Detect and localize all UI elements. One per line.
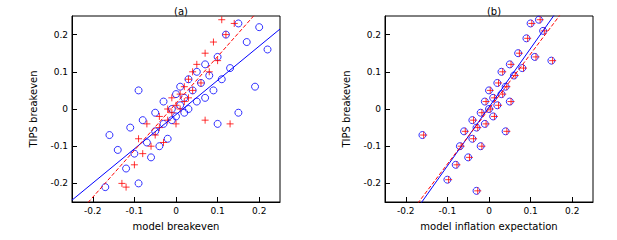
svg-text:model breakeven: model breakeven [133, 221, 220, 232]
svg-text:-0.2: -0.2 [50, 178, 68, 188]
svg-text:0.1: 0.1 [210, 206, 224, 216]
svg-text:(a): (a) [174, 6, 188, 17]
svg-text:-0.1: -0.1 [50, 141, 68, 151]
svg-text:-0.1: -0.1 [126, 206, 144, 216]
svg-text:(b): (b) [487, 6, 501, 17]
svg-text:0.2: 0.2 [252, 206, 266, 216]
svg-text:0.1: 0.1 [54, 67, 68, 77]
svg-text:0.2: 0.2 [54, 30, 68, 40]
svg-text:0.1: 0.1 [367, 67, 381, 77]
svg-text:-0.1: -0.1 [439, 206, 457, 216]
svg-text:0.2: 0.2 [367, 30, 381, 40]
svg-text:0.1: 0.1 [523, 206, 537, 216]
svg-text:0: 0 [173, 206, 179, 216]
svg-text:-0.2: -0.2 [363, 178, 381, 188]
svg-text:TIPS breakeven: TIPS breakeven [341, 70, 352, 148]
svg-text:-0.2: -0.2 [397, 206, 415, 216]
svg-text:model inflation expectation: model inflation expectation [420, 221, 557, 232]
svg-text:0: 0 [486, 206, 492, 216]
svg-text:TIPS breakeven: TIPS breakeven [28, 70, 39, 148]
svg-text:-0.2: -0.2 [84, 206, 102, 216]
svg-text:0: 0 [62, 104, 68, 114]
svg-text:0.2: 0.2 [565, 206, 579, 216]
svg-text:-0.1: -0.1 [363, 141, 381, 151]
svg-text:0: 0 [375, 104, 381, 114]
